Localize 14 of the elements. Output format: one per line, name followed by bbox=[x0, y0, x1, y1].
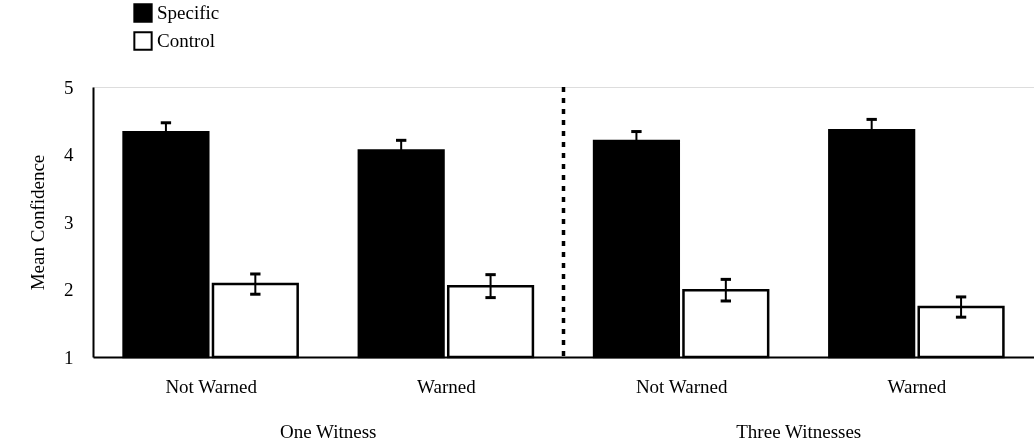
y-tick-label: 5 bbox=[64, 76, 74, 98]
text: One Witness bbox=[279, 421, 377, 442]
x-tick-label: Not Warned bbox=[635, 375, 728, 397]
x-tick-label: Not Warned bbox=[165, 375, 258, 397]
legend-label: Control bbox=[157, 30, 216, 51]
x-tick-label: Warned bbox=[887, 375, 947, 397]
legend-label: Specific bbox=[157, 2, 220, 23]
y-tick-label: 4 bbox=[64, 144, 74, 165]
y-tick-label: 1 bbox=[64, 346, 74, 368]
y-tick-label: 2 bbox=[64, 279, 74, 300]
text: Three Witnesses bbox=[736, 421, 862, 442]
x-tick-label: Warned bbox=[417, 375, 477, 397]
y-tick-label: 3 bbox=[64, 211, 74, 233]
y-axis-title: Mean Confidence bbox=[27, 154, 48, 291]
